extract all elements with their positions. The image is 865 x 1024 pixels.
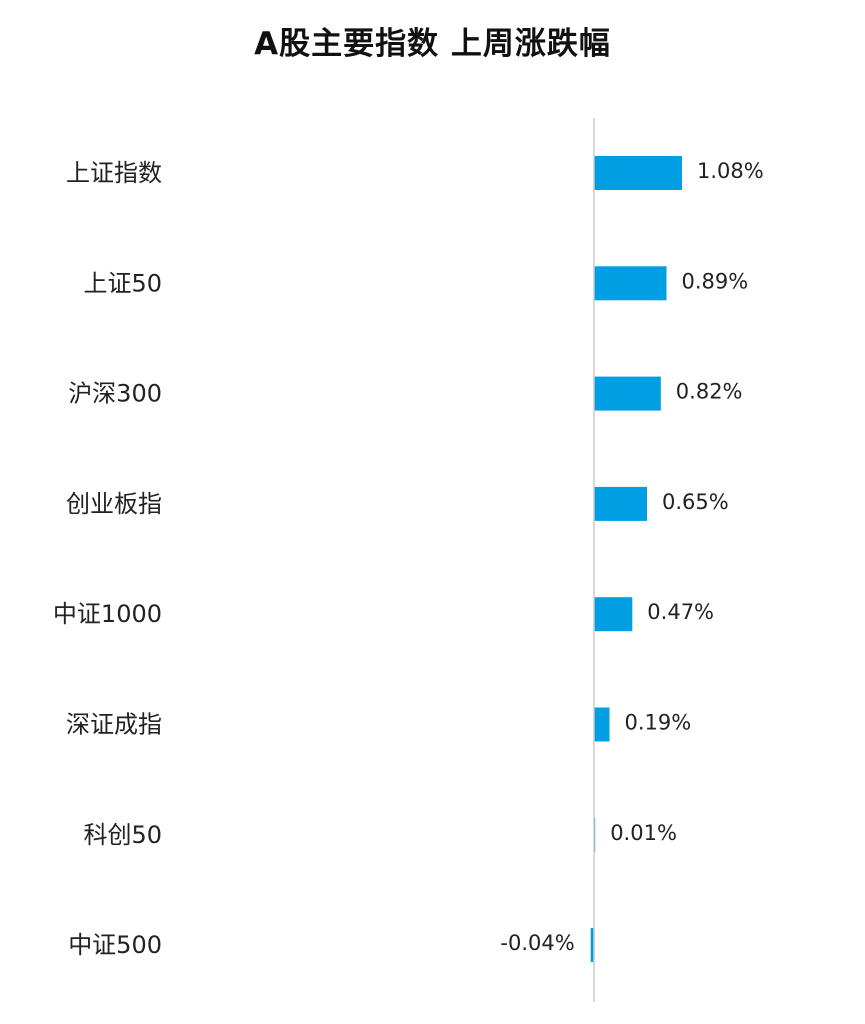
category-label-3: 创业板指 xyxy=(66,490,162,518)
bars-layer xyxy=(590,156,682,963)
value-label-7: -0.04% xyxy=(500,931,574,955)
bar-1 xyxy=(594,266,667,301)
value-label-6: 0.01% xyxy=(610,821,677,845)
category-label-5: 深证成指 xyxy=(66,711,162,739)
category-label-6: 科创50 xyxy=(83,821,162,849)
bar-2 xyxy=(594,376,661,411)
value-label-5: 0.19% xyxy=(625,711,692,735)
category-label-7: 中证500 xyxy=(68,931,162,959)
bar-3 xyxy=(594,486,647,521)
category-label-0: 上证指数 xyxy=(66,159,162,187)
bar-7 xyxy=(590,928,594,963)
bar-4 xyxy=(594,597,633,632)
value-label-4: 0.47% xyxy=(647,600,714,624)
value-label-3: 0.65% xyxy=(662,490,729,514)
chart-title: A股主要指数 上周涨跌幅 xyxy=(254,26,611,62)
category-label-2: 沪深300 xyxy=(68,380,162,408)
bar-0 xyxy=(594,156,682,190)
category-label-4: 中证1000 xyxy=(53,600,162,628)
bar-5 xyxy=(594,707,610,742)
value-label-1: 0.89% xyxy=(682,269,749,293)
labels-layer: 上证指数 1.08% 上证50 0.89% 沪深300 0.82% 创业板指 0.65% 中证1… xyxy=(53,159,764,959)
value-label-0: 1.08% xyxy=(697,159,764,183)
value-label-2: 0.82% xyxy=(676,380,743,404)
category-label-1: 上证50 xyxy=(83,269,162,297)
